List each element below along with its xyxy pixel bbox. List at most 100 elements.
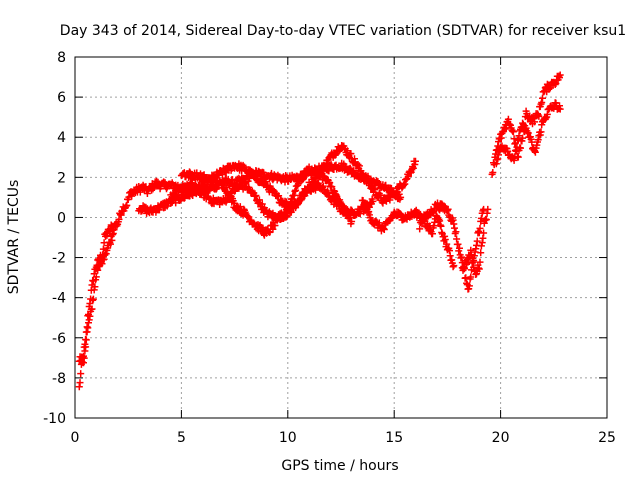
data-point-marker — [115, 215, 123, 223]
x-tick-label: 15 — [385, 430, 403, 446]
data-point-marker — [168, 196, 176, 203]
data-point-marker — [409, 164, 417, 172]
data-point-marker — [517, 144, 524, 152]
data-point-marker — [480, 229, 488, 237]
data-point-marker — [88, 305, 96, 313]
data-point-marker — [452, 228, 460, 236]
data-point-marker — [470, 263, 478, 271]
data-point-marker — [412, 157, 419, 165]
data-point-marker — [450, 262, 458, 270]
data-point-marker — [465, 282, 473, 290]
y-tick-label: 2 — [57, 170, 66, 186]
data-point-marker — [519, 134, 527, 142]
data-point-marker — [538, 121, 546, 129]
data-point-marker — [454, 240, 462, 248]
data-point-marker — [539, 94, 546, 102]
data-point-marker — [467, 273, 475, 281]
y-tick-label: 6 — [57, 90, 66, 106]
x-tick-label: 0 — [71, 430, 80, 446]
data-point-marker — [476, 258, 484, 266]
data-point-marker — [77, 370, 85, 378]
data-point-marker — [468, 251, 475, 259]
data-point-marker — [99, 245, 107, 253]
data-point-marker — [477, 214, 485, 222]
data-point-marker — [91, 283, 99, 291]
y-tick-label: -8 — [52, 371, 66, 387]
data-point-marker — [275, 192, 283, 200]
data-point-marker — [217, 178, 225, 186]
y-tick-label: 0 — [57, 210, 66, 226]
data-point-marker — [492, 160, 500, 168]
y-axis-label: SDTVAR / TECUs — [6, 180, 22, 295]
data-point-marker — [128, 192, 136, 200]
data-point-marker — [537, 128, 545, 136]
data-point-marker — [82, 336, 90, 344]
grid-lines — [75, 57, 607, 418]
data-point-marker — [515, 132, 523, 140]
data-point-marker — [348, 218, 356, 225]
data-point-marker — [80, 354, 88, 362]
y-tick-label: -4 — [52, 291, 66, 307]
data-point-marker — [269, 225, 277, 233]
y-tick-label: -6 — [52, 331, 66, 347]
data-point-marker — [556, 105, 564, 113]
x-tick-label: 10 — [279, 430, 297, 446]
y-tick-label: 8 — [57, 50, 66, 66]
data-point-marker — [437, 222, 445, 230]
data-point-marker — [371, 185, 379, 193]
data-point-marker — [202, 188, 209, 196]
y-axis-ticks: -10 -8 -6 -4 -2 0 2 4 6 8 — [43, 50, 607, 427]
data-point-marker — [346, 214, 354, 222]
data-point-marker — [519, 120, 527, 128]
data-point-marker — [109, 230, 117, 237]
data-point-marker — [477, 249, 485, 257]
data-point-marker — [92, 273, 100, 281]
data-point-marker — [189, 192, 197, 199]
y-tick-label: 4 — [57, 130, 66, 146]
data-point-marker — [556, 71, 564, 79]
data-point-marker — [328, 183, 336, 191]
data-point-marker — [484, 205, 492, 213]
data-point-marker — [300, 173, 308, 181]
data-point-marker — [242, 179, 250, 187]
data-point-marker — [76, 379, 84, 387]
data-point-marker — [355, 162, 363, 170]
data-point-marker — [341, 205, 348, 212]
data-point-marker — [489, 169, 497, 176]
data-point-marker — [343, 208, 351, 216]
data-point-marker — [397, 193, 405, 201]
data-point-marker — [531, 118, 539, 126]
data-point-marker — [271, 222, 279, 229]
data-point-marker — [394, 188, 402, 196]
data-point-marker — [123, 201, 131, 209]
data-point-marker — [107, 240, 114, 248]
data-point-marker — [98, 260, 106, 268]
data-point-marker — [82, 343, 90, 351]
data-point-marker — [509, 128, 517, 136]
data-point-marker — [476, 224, 484, 232]
y-tick-label: -10 — [43, 411, 66, 427]
data-point-marker — [475, 265, 483, 273]
data-point-marker — [538, 99, 546, 106]
data-point-marker — [89, 295, 97, 303]
data-point-marker — [369, 197, 377, 205]
data-point-marker — [473, 237, 481, 245]
data-point-marker — [511, 153, 519, 161]
data-point-marker — [535, 112, 543, 120]
data-point-marker — [416, 225, 424, 233]
x-tick-label: 25 — [598, 430, 616, 446]
x-tick-label: 20 — [492, 430, 510, 446]
data-point-marker — [386, 196, 394, 204]
data-point-marker — [477, 242, 485, 250]
x-tick-label: 5 — [177, 430, 186, 446]
data-point-marker — [429, 230, 436, 238]
chart-title: Day 343 of 2014, Sidereal Day-to-day VTE… — [60, 23, 626, 39]
data-points — [75, 71, 564, 391]
data-point-marker — [441, 236, 449, 243]
plot-frame — [74, 56, 608, 419]
x-axis-label: GPS time / hours — [281, 458, 398, 474]
y-tick-label: -2 — [52, 251, 66, 267]
